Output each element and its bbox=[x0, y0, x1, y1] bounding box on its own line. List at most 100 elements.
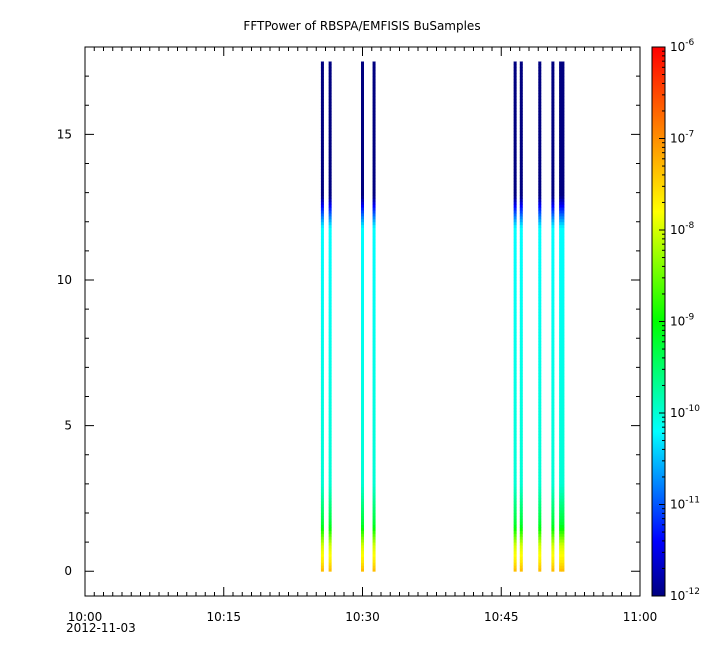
burst-cell bbox=[372, 73, 376, 77]
burst-cell bbox=[538, 518, 542, 523]
burst-cell bbox=[328, 425, 332, 429]
burst-cell bbox=[320, 457, 324, 461]
burst-cell bbox=[559, 515, 563, 520]
burst-cell bbox=[361, 358, 364, 362]
burst-cell bbox=[538, 303, 542, 307]
burst-cell bbox=[551, 317, 555, 322]
burst-cell bbox=[519, 466, 523, 470]
colorbar-tick-mantissa: 10 bbox=[670, 40, 685, 54]
burst-cell bbox=[561, 183, 565, 188]
burst-cell bbox=[328, 376, 332, 380]
burst-cell bbox=[538, 183, 542, 188]
burst-cell bbox=[551, 215, 555, 220]
burst-cell bbox=[513, 279, 517, 284]
burst-cell bbox=[538, 87, 542, 92]
burst-cell bbox=[513, 332, 517, 336]
burst-cell bbox=[559, 309, 563, 313]
burst-cell bbox=[372, 180, 376, 185]
burst-cell bbox=[538, 373, 542, 377]
burst-cell bbox=[519, 393, 523, 397]
burst-cell bbox=[513, 314, 517, 319]
burst-cell bbox=[328, 504, 332, 508]
burst-cell bbox=[519, 556, 523, 560]
burst-cell bbox=[361, 122, 364, 127]
burst-cell bbox=[513, 349, 517, 354]
burst-cell bbox=[551, 113, 555, 118]
burst-cell bbox=[559, 84, 563, 89]
burst-cell bbox=[561, 504, 565, 508]
burst-cell bbox=[361, 518, 364, 523]
burst-cell bbox=[538, 105, 542, 109]
burst-cell bbox=[551, 148, 555, 153]
burst-cell bbox=[519, 186, 523, 191]
burst-cell bbox=[513, 291, 517, 295]
burst-cell bbox=[513, 329, 517, 333]
burst-cell bbox=[551, 277, 555, 281]
burst-cell bbox=[519, 457, 523, 461]
burst-cell bbox=[538, 437, 542, 441]
burst-cell bbox=[538, 180, 542, 185]
burst-cell bbox=[519, 408, 523, 412]
burst-cell bbox=[559, 154, 563, 159]
burst-cell bbox=[538, 227, 542, 231]
burst-cell bbox=[519, 218, 523, 223]
burst-cell bbox=[361, 297, 364, 301]
burst-cell bbox=[561, 99, 565, 103]
burst-cell bbox=[372, 105, 376, 109]
burst-cell bbox=[361, 349, 364, 354]
burst-cell bbox=[561, 122, 565, 127]
burst-cell bbox=[519, 510, 523, 514]
burst-cell bbox=[328, 119, 332, 124]
burst-cell bbox=[519, 547, 523, 552]
burst-cell bbox=[551, 300, 555, 304]
burst-cell bbox=[513, 344, 517, 348]
burst-cell bbox=[538, 376, 542, 380]
burst-cell bbox=[519, 489, 523, 494]
burst-cell bbox=[320, 288, 324, 293]
burst-cell bbox=[519, 239, 523, 243]
burst-cell bbox=[320, 73, 324, 77]
burst-cell bbox=[561, 431, 565, 435]
burst-cell bbox=[551, 565, 555, 569]
burst-cell bbox=[328, 451, 332, 456]
burst-cell bbox=[372, 90, 376, 94]
burst-cell bbox=[551, 186, 555, 191]
burst-cell bbox=[320, 67, 324, 71]
burst-cell bbox=[372, 431, 376, 435]
burst-cell bbox=[551, 379, 555, 383]
burst-cell bbox=[372, 285, 376, 290]
burst-cell bbox=[320, 245, 324, 249]
burst-cell bbox=[538, 341, 542, 345]
burst-cell bbox=[538, 119, 542, 124]
burst-cell bbox=[513, 76, 517, 80]
burst-cell bbox=[561, 172, 565, 176]
burst-cell bbox=[513, 70, 517, 74]
burst-cell bbox=[320, 405, 324, 409]
burst-cell bbox=[519, 265, 523, 269]
burst-cell bbox=[561, 169, 565, 173]
burst-cell bbox=[513, 440, 517, 444]
burst-cell bbox=[361, 113, 364, 118]
burst-cell bbox=[372, 469, 376, 473]
burst-cell bbox=[328, 536, 332, 540]
burst-cell bbox=[551, 309, 555, 313]
burst-cell bbox=[519, 390, 523, 394]
burst-cell bbox=[559, 422, 563, 427]
y-tick-label: 0 bbox=[64, 564, 72, 578]
burst-cell bbox=[538, 332, 542, 336]
burst-cell bbox=[561, 451, 565, 456]
burst-cell bbox=[361, 373, 364, 377]
burst-cell bbox=[513, 166, 517, 170]
burst-cell bbox=[538, 338, 542, 342]
burst-cell bbox=[519, 425, 523, 429]
burst-cell bbox=[561, 96, 565, 100]
colorbar-tick-mantissa: 10 bbox=[670, 498, 685, 512]
burst-cell bbox=[328, 411, 332, 415]
burst-cell bbox=[328, 480, 332, 485]
burst-cell bbox=[561, 518, 565, 523]
burst-cell bbox=[551, 221, 555, 226]
burst-cell bbox=[561, 125, 565, 129]
burst-cell bbox=[320, 122, 324, 127]
burst-cell bbox=[538, 550, 542, 555]
burst-cell bbox=[361, 291, 364, 295]
